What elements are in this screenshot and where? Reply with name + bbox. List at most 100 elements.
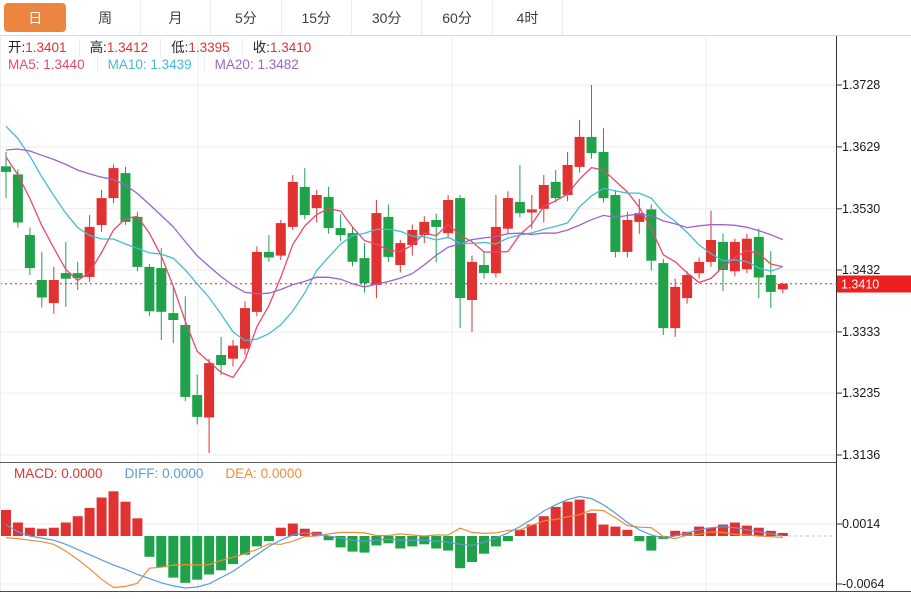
candle-body xyxy=(144,266,155,312)
tab-15min[interactable]: 15分 xyxy=(281,0,352,35)
macd-bar xyxy=(574,499,585,536)
candle-body xyxy=(228,345,238,359)
candle-body xyxy=(490,226,501,274)
candle-body xyxy=(598,151,609,199)
macd-bar xyxy=(263,536,274,542)
price-tick-label: 1.3136 xyxy=(842,448,881,462)
macd-bar xyxy=(347,536,358,552)
low-value: 低:1.3395 xyxy=(171,39,243,56)
macd-bar xyxy=(156,536,167,568)
candle-body xyxy=(407,230,418,245)
macd-bar xyxy=(443,536,454,551)
macd-bar xyxy=(479,536,489,554)
candle-body xyxy=(718,241,728,270)
macd-bar xyxy=(359,536,370,553)
macd-bar xyxy=(502,536,513,542)
candle-body xyxy=(60,273,71,279)
macd-bar xyxy=(275,527,286,536)
candle-body xyxy=(467,261,477,300)
candle-body xyxy=(168,313,179,320)
candle-body xyxy=(323,196,334,229)
macd-bar xyxy=(729,522,740,536)
open-value: 开:1.3401 xyxy=(8,39,80,56)
dea-line xyxy=(5,509,783,589)
macd-bar xyxy=(586,513,597,536)
macd-bar xyxy=(526,524,537,536)
macd-bar xyxy=(168,536,179,578)
candle-body xyxy=(574,136,585,167)
candle-body xyxy=(156,268,167,312)
candle-body xyxy=(479,265,489,274)
macd-bar xyxy=(204,536,215,575)
macd-bar xyxy=(251,536,262,547)
dea-value: DEA: 0.0000 xyxy=(225,466,302,481)
tab-60min[interactable]: 60分 xyxy=(422,0,493,35)
ma10-line xyxy=(5,125,784,342)
candle-body xyxy=(251,251,262,312)
macd-bar xyxy=(48,527,59,536)
tab-30min[interactable]: 30分 xyxy=(351,0,423,35)
current-price-badge: 1.3410 xyxy=(837,275,911,293)
candle-body xyxy=(395,243,406,265)
macd-bar xyxy=(120,501,131,536)
candle-body xyxy=(108,168,119,199)
macd-bar xyxy=(407,536,418,547)
candle-body xyxy=(299,186,310,215)
candle-body xyxy=(741,238,752,270)
candle-body xyxy=(263,251,274,258)
candle-body xyxy=(216,355,227,365)
macd-bar xyxy=(287,523,298,536)
candle-body xyxy=(371,213,382,285)
candle-body xyxy=(514,201,525,214)
candle-body xyxy=(586,136,597,154)
macd-bar xyxy=(72,516,83,536)
candle-body xyxy=(72,273,83,279)
candle-body xyxy=(622,220,633,252)
macd-bar xyxy=(108,491,119,536)
macd-bar xyxy=(36,528,47,536)
tab-month[interactable]: 月 xyxy=(140,0,212,35)
candle-body xyxy=(347,233,358,262)
macd-bar xyxy=(395,536,406,549)
diff-value: DIFF: 0.0000 xyxy=(124,466,204,481)
candle-body xyxy=(443,200,454,234)
macd-bar xyxy=(24,527,35,536)
candle-body xyxy=(765,275,776,292)
tab-day-label: 日 xyxy=(4,3,67,32)
candle-body xyxy=(706,240,716,262)
macd-bar xyxy=(455,536,466,569)
macd-bar xyxy=(335,536,346,548)
tab-4hour[interactable]: 4时 xyxy=(492,0,564,35)
candle-body xyxy=(610,195,621,252)
tab-5min[interactable]: 5分 xyxy=(211,0,282,35)
macd-bar xyxy=(490,536,501,547)
macd-bar xyxy=(144,536,155,557)
candle-body xyxy=(419,221,430,235)
macd-bar xyxy=(192,536,203,580)
price-tick-label: 1.3235 xyxy=(842,386,881,400)
candle-body xyxy=(120,173,131,222)
macd-value: MACD: 0.0000 xyxy=(14,466,103,481)
ma-legend-row: MA5: 1.3440 MA10: 1.3439 MA20: 1.3482 xyxy=(8,56,333,73)
candle-body xyxy=(204,363,215,418)
candle-body xyxy=(694,261,705,274)
tab-week[interactable]: 周 xyxy=(70,0,141,35)
candle-body xyxy=(311,195,322,209)
macd-bar xyxy=(323,536,334,541)
ma10-value: MA10: 1.3439 xyxy=(108,56,205,73)
candle-body xyxy=(550,181,561,199)
candle-body xyxy=(562,165,573,195)
candle-body xyxy=(240,308,250,349)
macd-bar xyxy=(622,529,633,536)
candle-body xyxy=(96,198,107,225)
ma20-value: MA20: 1.3482 xyxy=(214,57,299,72)
candle-body xyxy=(634,213,645,222)
ohlc-ma-legend: 开:1.3401 高:1.3412 低:1.3395 收:1.3410 MA5:… xyxy=(8,39,333,73)
candle-body xyxy=(1,166,11,172)
candle-body xyxy=(335,228,346,235)
macd-bar xyxy=(777,532,788,536)
macd-bar xyxy=(60,522,71,536)
tab-day[interactable]: 日 xyxy=(0,0,71,35)
